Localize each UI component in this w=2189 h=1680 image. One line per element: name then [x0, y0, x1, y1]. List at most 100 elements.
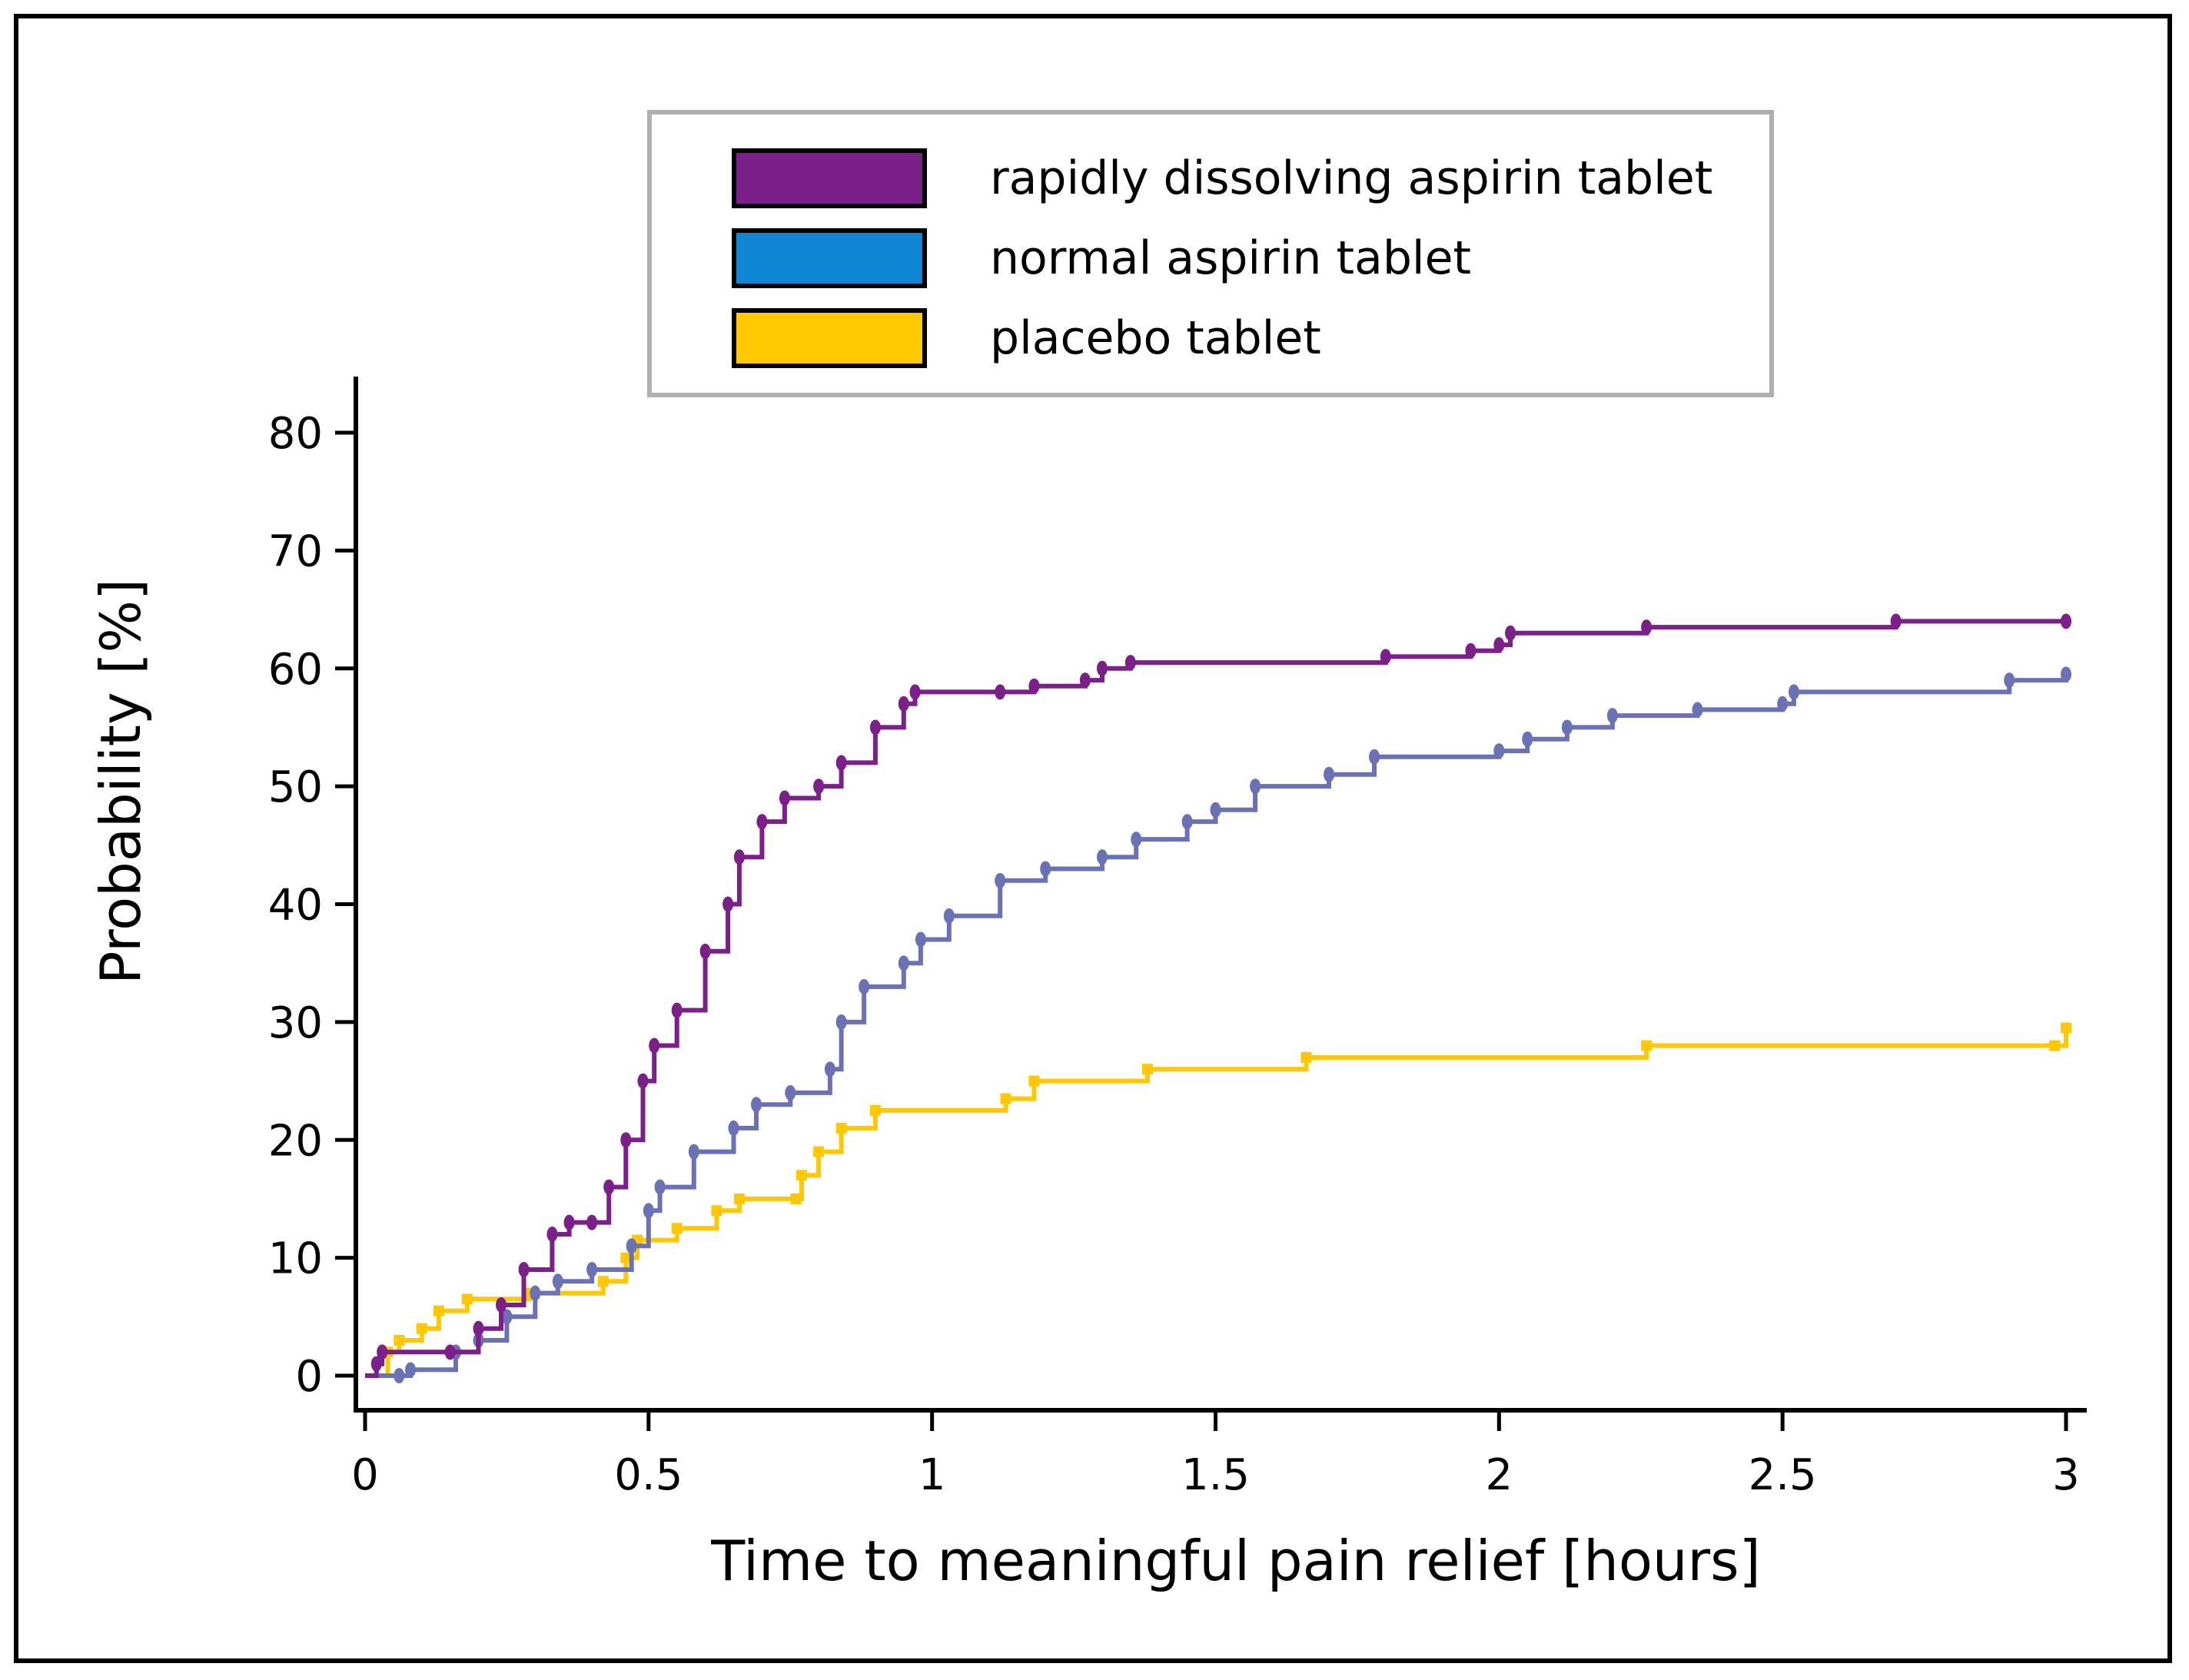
data-point — [603, 1179, 615, 1195]
data-point — [1505, 625, 1516, 641]
y-tick-label: 50 — [268, 762, 323, 812]
data-point — [756, 814, 768, 830]
data-point — [711, 1205, 722, 1217]
x-tick-label: 1.5 — [1181, 1450, 1250, 1500]
data-point — [473, 1320, 484, 1336]
data-point — [1465, 642, 1476, 659]
data-point — [586, 1214, 598, 1230]
data-point — [1641, 1040, 1653, 1051]
data-point — [2061, 1022, 2071, 1034]
y-tick-label: 80 — [268, 409, 323, 459]
legend-label-placebo: placebo tablet — [990, 311, 1321, 365]
data-point — [1522, 731, 1533, 747]
legend-label-rapidly-dissolving: rapidly dissolving aspirin tablet — [990, 151, 1712, 205]
data-point — [496, 1297, 507, 1313]
data-point — [2004, 672, 2015, 689]
data-point — [1096, 849, 1108, 865]
legend-swatch-normal — [732, 228, 927, 288]
data-point — [1369, 749, 1380, 765]
data-point — [733, 849, 745, 865]
data-point — [394, 1334, 405, 1346]
data-point — [909, 684, 921, 700]
data-point — [750, 1097, 762, 1113]
data-point — [530, 1285, 541, 1301]
data-point — [688, 1144, 699, 1160]
y-tick-label: 20 — [268, 1116, 323, 1166]
data-point — [620, 1252, 632, 1263]
data-point — [377, 1344, 388, 1360]
y-tick-label: 40 — [268, 881, 323, 931]
data-point — [813, 1146, 825, 1157]
data-point — [1124, 655, 1136, 671]
data-point — [643, 1203, 654, 1219]
series-rapidly-dissolving — [365, 613, 2071, 1378]
data-point — [416, 1323, 427, 1334]
x-tick-label: 0.5 — [614, 1450, 683, 1500]
data-point — [915, 931, 926, 948]
data-point — [563, 1214, 575, 1230]
x-tick-label: 2 — [1486, 1450, 1513, 1500]
y-ticks: 0 10 20 30 40 50 60 70 80 — [268, 409, 356, 1402]
data-point — [1210, 802, 1221, 818]
data-point — [824, 1061, 835, 1077]
y-tick-label: 60 — [268, 645, 323, 695]
data-point — [1250, 779, 1261, 795]
data-point — [1079, 672, 1091, 689]
data-point — [1641, 619, 1653, 636]
data-point — [597, 1276, 609, 1287]
series-normal-line — [365, 674, 2068, 1378]
data-point — [1141, 1064, 1153, 1075]
data-point — [671, 1223, 683, 1234]
data-point — [2061, 613, 2071, 629]
data-point — [1028, 1075, 1040, 1087]
y-tick-label: 30 — [268, 998, 323, 1048]
series-rapidly-dissolving-line — [365, 619, 2066, 1378]
data-point — [394, 1368, 405, 1383]
data-point — [433, 1305, 444, 1316]
y-tick-label: 70 — [268, 526, 323, 576]
data-point — [2049, 1040, 2061, 1051]
data-point — [699, 943, 711, 959]
data-point — [671, 1002, 683, 1018]
data-point — [461, 1293, 473, 1305]
x-axis-title: Time to meaningful pain relief [hours] — [710, 1529, 1760, 1593]
y-tick-label: 0 — [295, 1352, 323, 1402]
data-point — [898, 696, 909, 712]
data-point — [2061, 666, 2071, 682]
data-point — [722, 896, 734, 912]
data-point — [444, 1344, 456, 1360]
data-point — [779, 790, 790, 806]
data-point — [1890, 613, 1902, 629]
legend-swatch-rapidly-dissolving — [732, 148, 927, 208]
data-point — [785, 1084, 796, 1101]
data-point — [637, 1073, 649, 1089]
data-point — [1493, 637, 1505, 653]
data-point — [654, 1179, 666, 1195]
data-point — [1606, 708, 1618, 724]
data-point — [813, 779, 825, 795]
data-point — [552, 1273, 563, 1290]
data-point — [1028, 678, 1040, 694]
data-point — [405, 1362, 417, 1378]
data-point — [1493, 743, 1505, 759]
data-point — [995, 684, 1006, 700]
data-point — [835, 1122, 847, 1134]
legend-swatch-placebo — [732, 308, 927, 368]
x-tick-label: 2.5 — [1749, 1450, 1817, 1500]
x-tick-label: 3 — [2052, 1450, 2080, 1500]
data-point — [518, 1261, 530, 1277]
data-point — [1777, 696, 1789, 712]
data-point — [626, 1238, 637, 1254]
data-point — [835, 1014, 847, 1030]
data-point — [501, 1309, 513, 1325]
data-point — [546, 1226, 558, 1242]
data-point — [943, 908, 955, 924]
data-point — [1040, 861, 1051, 877]
x-tick-label: 0 — [351, 1450, 379, 1500]
data-point — [1561, 719, 1573, 735]
data-point — [728, 1120, 739, 1136]
data-point — [995, 872, 1006, 888]
legend-label-normal: normal aspirin tablet — [990, 231, 1471, 285]
data-point — [1131, 832, 1142, 848]
